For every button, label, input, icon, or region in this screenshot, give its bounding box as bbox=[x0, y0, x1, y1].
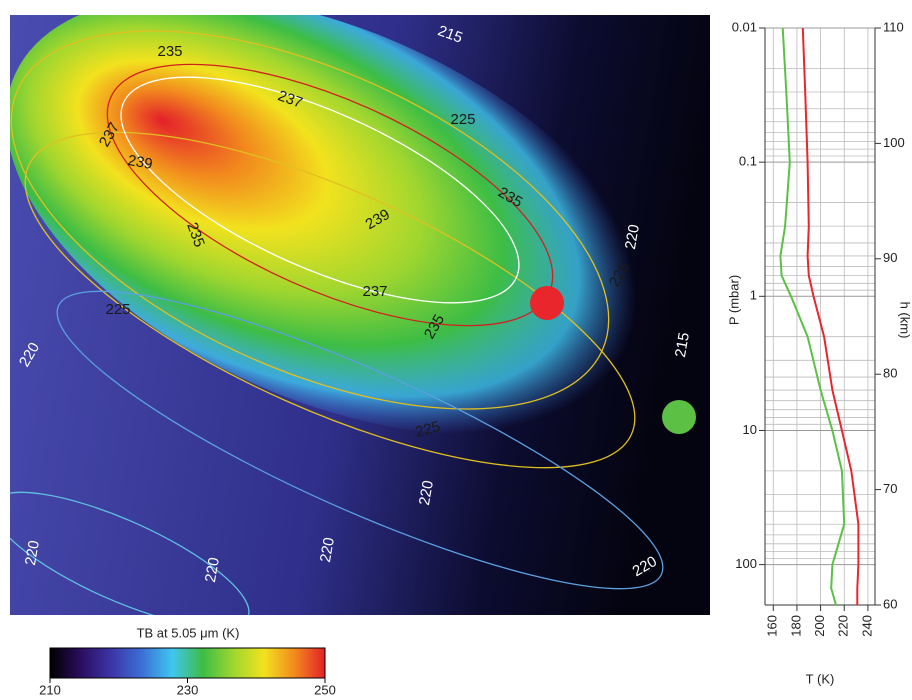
x-tick-label: 200 bbox=[812, 615, 827, 637]
red-marker bbox=[530, 286, 564, 320]
x-axis-label: T (K) bbox=[806, 671, 835, 686]
y2-tick-label: 80 bbox=[883, 366, 897, 381]
x-tick-label: 220 bbox=[836, 615, 851, 637]
contour-label: 237 bbox=[362, 283, 387, 300]
contour-label: 235 bbox=[157, 43, 182, 60]
colorbar-label: TB at 5.05 μm (K) bbox=[137, 625, 240, 640]
profile-line bbox=[780, 28, 844, 605]
contour-label: 225 bbox=[450, 111, 475, 128]
y2-tick-label: 90 bbox=[883, 250, 897, 265]
y-tick-label: 100 bbox=[735, 556, 757, 571]
heatmap bbox=[0, 0, 720, 653]
y2-tick-label: 110 bbox=[883, 19, 904, 34]
y-tick-label: 1 bbox=[750, 288, 757, 303]
contour-label: 225 bbox=[105, 301, 130, 318]
y2-axis-label: h (km) bbox=[898, 302, 912, 339]
figure: TB at 5.05 μm (K) 2102302502152352372252… bbox=[0, 0, 912, 700]
y-tick-label: 10 bbox=[743, 422, 757, 437]
colorbar-tick-label: 210 bbox=[39, 682, 61, 697]
y-axis-label: P (mbar) bbox=[726, 275, 741, 325]
y-tick-label: 0.01 bbox=[732, 19, 757, 34]
y2-tick-label: 100 bbox=[883, 135, 905, 150]
colorbar bbox=[50, 648, 325, 678]
x-tick-label: 160 bbox=[765, 615, 780, 637]
y2-tick-label: 70 bbox=[883, 481, 897, 496]
x-tick-label: 240 bbox=[859, 615, 874, 637]
colorbar-tick-label: 230 bbox=[177, 682, 199, 697]
profile-line bbox=[803, 28, 859, 605]
y-tick-label: 0.1 bbox=[739, 154, 757, 169]
green-marker bbox=[662, 400, 696, 434]
x-tick-label: 180 bbox=[788, 615, 803, 637]
colorbar-tick-label: 250 bbox=[314, 682, 336, 697]
y2-tick-label: 60 bbox=[883, 596, 897, 611]
